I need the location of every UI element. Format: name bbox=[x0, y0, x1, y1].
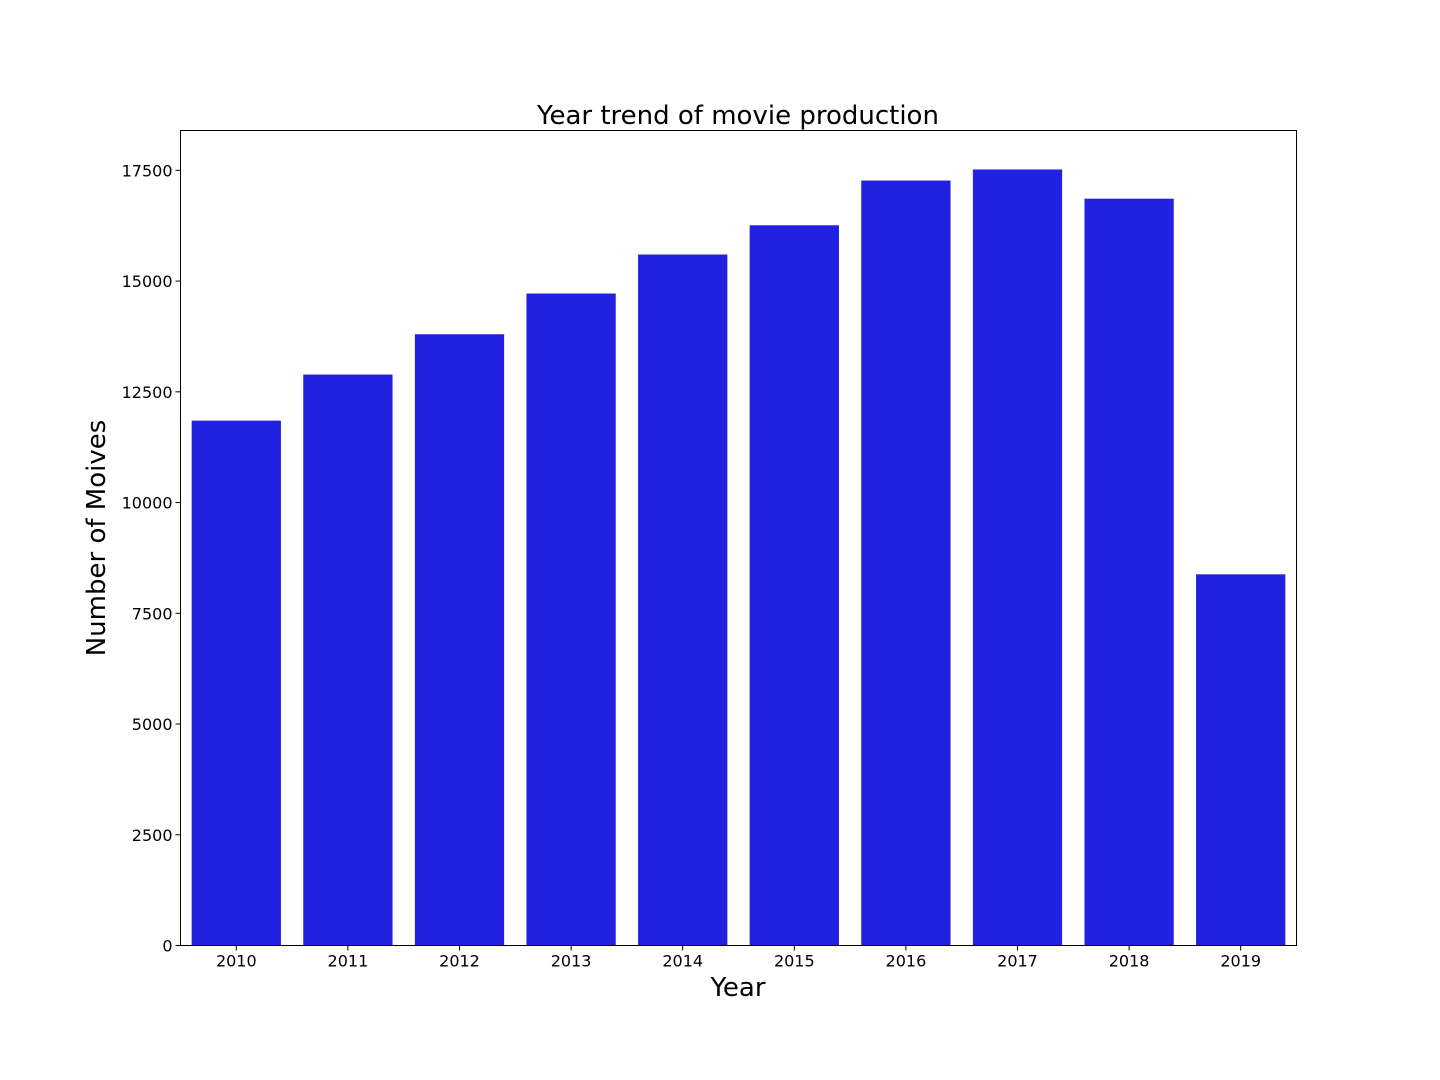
x-tick-label: 2016 bbox=[886, 952, 927, 971]
bar-2010 bbox=[191, 420, 281, 946]
y-tick-label: 10000 bbox=[122, 494, 173, 513]
x-tick-label: 2014 bbox=[662, 952, 703, 971]
x-tick-label: 2013 bbox=[551, 952, 592, 971]
y-tick-label: 15000 bbox=[122, 272, 173, 291]
x-tick-label: 2015 bbox=[774, 952, 815, 971]
bar-2019 bbox=[1196, 574, 1286, 946]
x-tick-label: 2011 bbox=[328, 952, 369, 971]
bar-2018 bbox=[1084, 198, 1174, 946]
x-tick-label: 2012 bbox=[439, 952, 480, 971]
bar-2013 bbox=[526, 293, 616, 946]
bars-group bbox=[191, 169, 1286, 946]
x-tick-label: 2018 bbox=[1109, 952, 1150, 971]
y-axis-title: Number of Moives bbox=[82, 420, 112, 657]
bar-2011 bbox=[303, 374, 393, 946]
bar-2015 bbox=[749, 225, 839, 946]
y-tick-label: 2500 bbox=[132, 826, 173, 845]
bar-2017 bbox=[972, 169, 1063, 946]
x-tick-label: 2010 bbox=[216, 952, 257, 971]
bar-2016 bbox=[861, 180, 951, 946]
y-tick-label: 7500 bbox=[132, 604, 173, 623]
y-axis: 0 2500 5000 7500 10000 12500 15000 17500 bbox=[122, 161, 181, 956]
x-axis: 2010 2011 2012 2013 2014 2015 2016 2017 2018 2019 bbox=[216, 945, 1261, 971]
x-axis-title: Year bbox=[709, 973, 765, 1003]
y-tick-label: 12500 bbox=[122, 383, 173, 402]
chart-title: Year trend of movie production bbox=[536, 101, 939, 131]
y-tick-label: 0 bbox=[162, 937, 172, 956]
x-tick-label: 2017 bbox=[997, 952, 1038, 971]
bar-2012 bbox=[414, 334, 505, 946]
y-tick-label: 5000 bbox=[132, 715, 173, 734]
plot-frame bbox=[180, 130, 1297, 946]
bar-2014 bbox=[638, 254, 728, 946]
x-tick-label: 2019 bbox=[1220, 952, 1261, 971]
y-tick-label: 17500 bbox=[122, 161, 173, 180]
